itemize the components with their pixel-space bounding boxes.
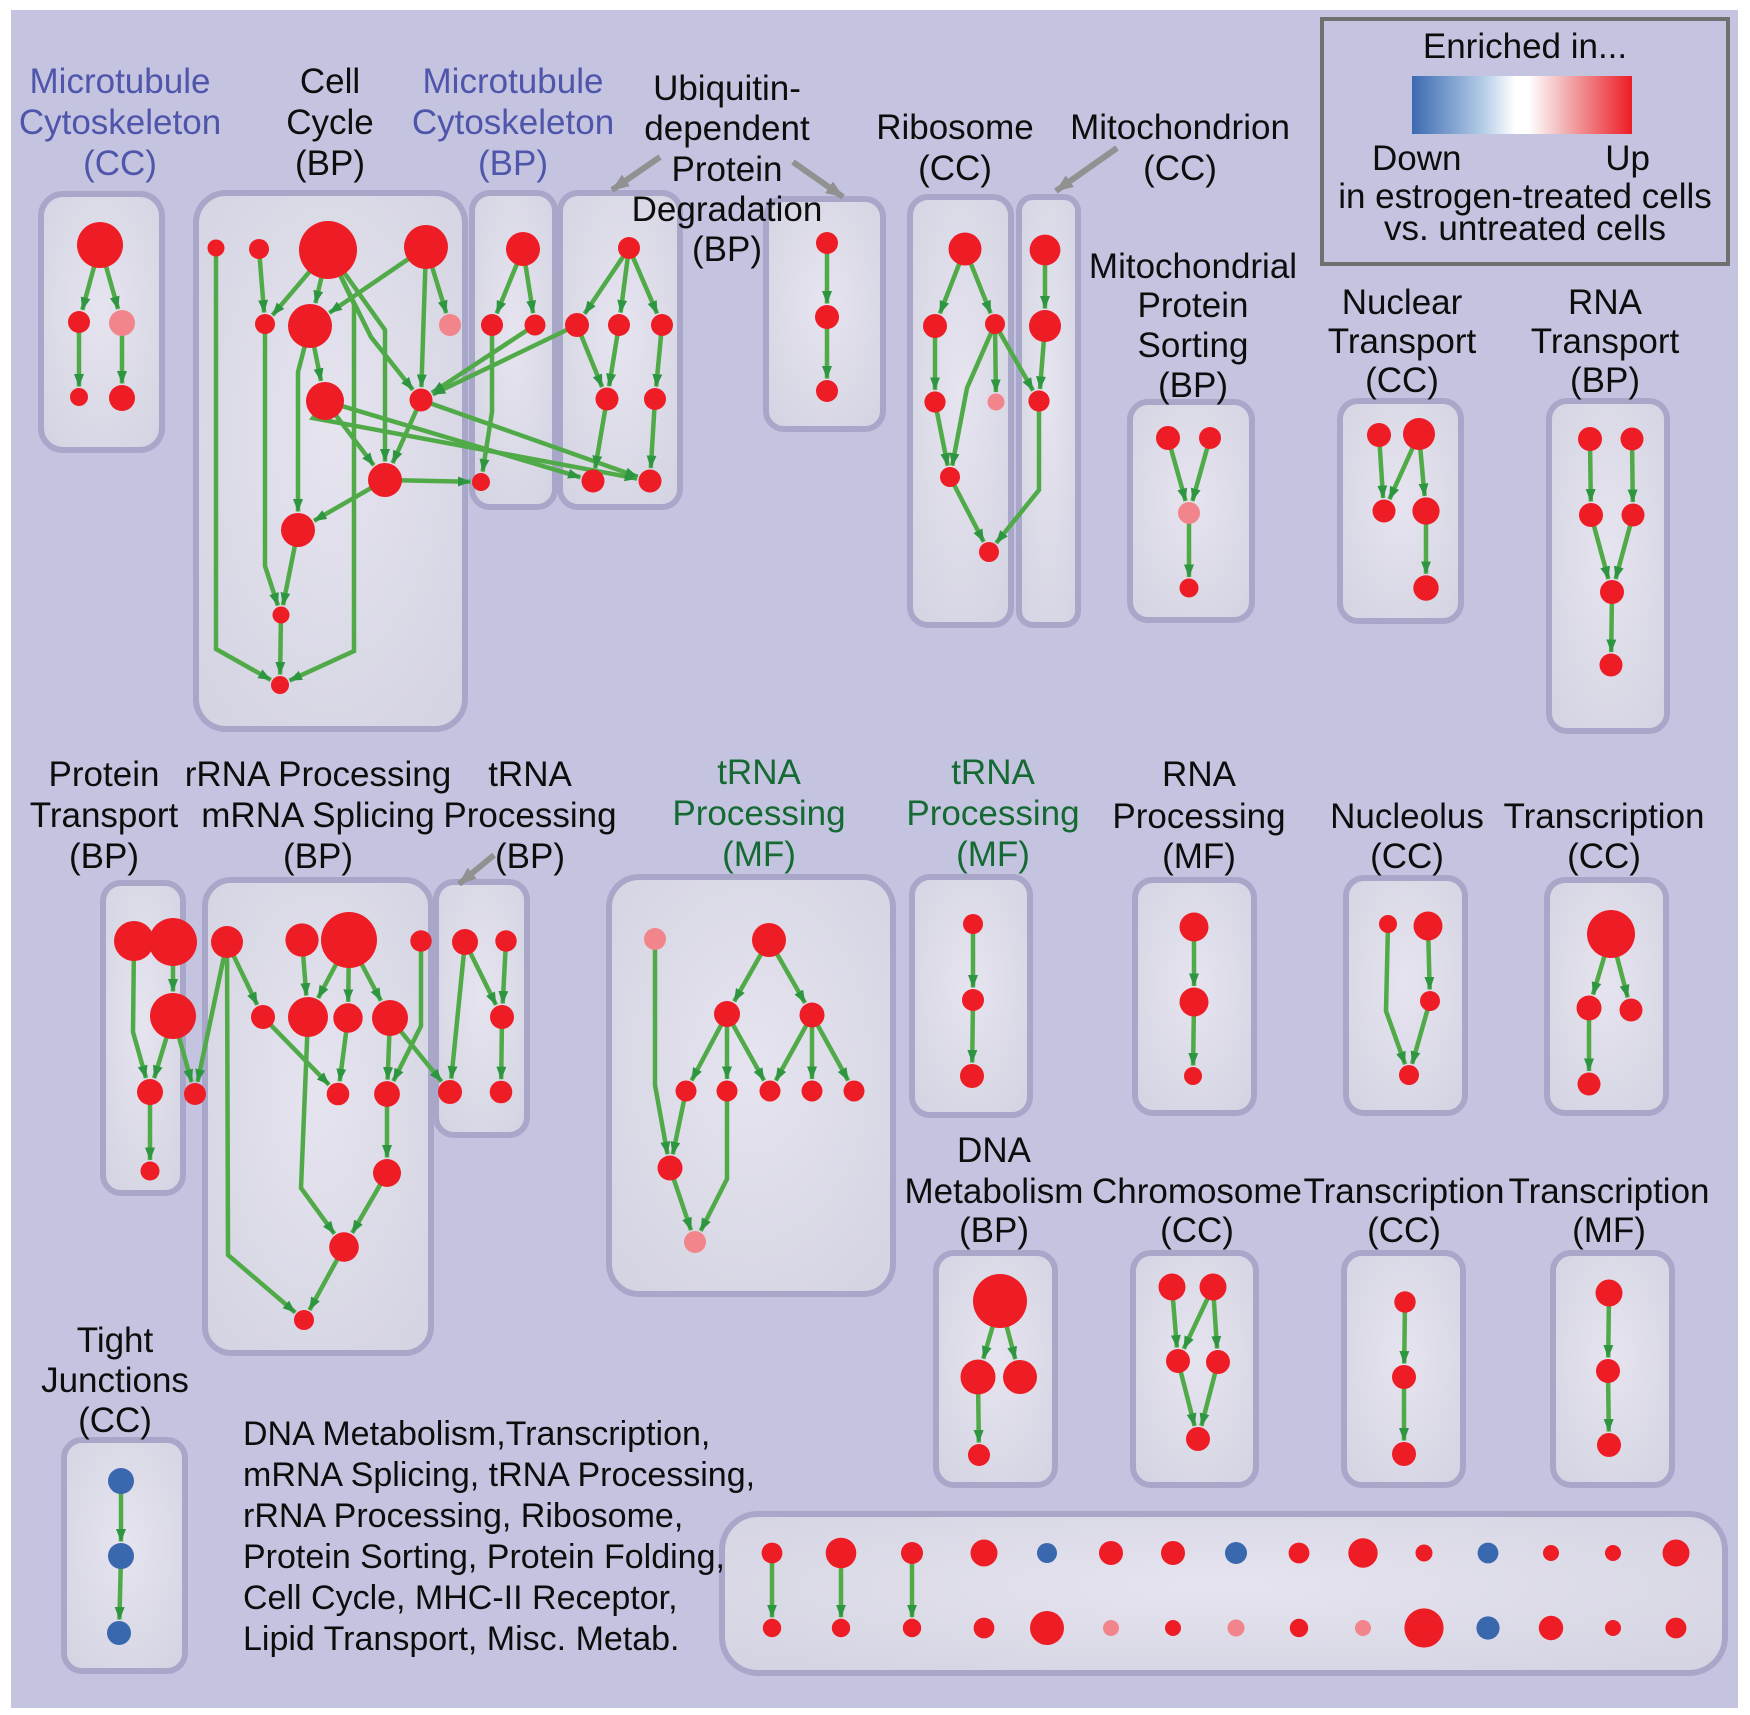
svg-text:(MF): (MF) bbox=[1572, 1211, 1646, 1250]
svg-text:Cycle: Cycle bbox=[286, 103, 374, 142]
svg-text:Cell Cycle, MHC-II Receptor,: Cell Cycle, MHC-II Receptor, bbox=[243, 1579, 678, 1617]
svg-text:Transcription: Transcription bbox=[1509, 1172, 1710, 1211]
svg-text:dependent: dependent bbox=[644, 109, 810, 148]
svg-text:Cytoskeleton: Cytoskeleton bbox=[19, 103, 221, 142]
svg-text:mRNA Splicing: mRNA Splicing bbox=[201, 796, 434, 835]
svg-text:(BP): (BP) bbox=[959, 1211, 1029, 1250]
svg-text:tRNA: tRNA bbox=[488, 755, 572, 794]
svg-text:Microtubule: Microtubule bbox=[30, 62, 211, 101]
svg-text:Protein: Protein bbox=[672, 150, 783, 189]
svg-text:RNA: RNA bbox=[1162, 755, 1237, 794]
svg-text:(CC): (CC) bbox=[1367, 1211, 1441, 1250]
svg-text:(BP): (BP) bbox=[69, 837, 139, 876]
svg-text:vs. untreated cells: vs. untreated cells bbox=[1384, 209, 1666, 248]
svg-text:(CC): (CC) bbox=[1143, 149, 1217, 188]
svg-text:Transcription: Transcription bbox=[1504, 797, 1705, 836]
svg-text:Lipid Transport, Misc. Metab.: Lipid Transport, Misc. Metab. bbox=[243, 1620, 680, 1658]
svg-text:Protein Sorting, Protein Foldi: Protein Sorting, Protein Folding, bbox=[243, 1538, 725, 1576]
svg-text:DNA: DNA bbox=[957, 1131, 1032, 1170]
svg-text:(MF): (MF) bbox=[956, 835, 1030, 874]
svg-text:(BP): (BP) bbox=[1570, 361, 1640, 400]
svg-text:Protein: Protein bbox=[1138, 286, 1249, 325]
svg-text:Transport: Transport bbox=[30, 796, 179, 835]
svg-text:(CC): (CC) bbox=[1567, 837, 1641, 876]
svg-text:Transcription: Transcription bbox=[1304, 1172, 1505, 1211]
svg-text:(MF): (MF) bbox=[722, 835, 796, 874]
svg-text:Degradation: Degradation bbox=[632, 190, 823, 229]
svg-text:Down: Down bbox=[1372, 139, 1461, 178]
svg-text:(CC): (CC) bbox=[83, 144, 157, 183]
svg-text:Processing: Processing bbox=[672, 794, 845, 833]
svg-text:(MF): (MF) bbox=[1162, 837, 1236, 876]
svg-text:in estrogen-treated cells: in estrogen-treated cells bbox=[1338, 177, 1712, 216]
svg-text:Up: Up bbox=[1605, 139, 1650, 178]
svg-text:Cell: Cell bbox=[300, 62, 360, 101]
svg-text:(BP): (BP) bbox=[478, 144, 548, 183]
svg-text:Processing: Processing bbox=[906, 794, 1079, 833]
svg-text:RNA: RNA bbox=[1568, 283, 1643, 322]
svg-text:Sorting: Sorting bbox=[1138, 326, 1249, 365]
svg-text:(CC): (CC) bbox=[1365, 361, 1439, 400]
svg-text:(BP): (BP) bbox=[1158, 366, 1228, 405]
svg-text:(CC): (CC) bbox=[918, 149, 992, 188]
svg-text:(BP): (BP) bbox=[295, 144, 365, 183]
svg-text:Tight: Tight bbox=[77, 1321, 154, 1360]
svg-text:Ubiquitin-: Ubiquitin- bbox=[653, 69, 801, 108]
svg-text:(BP): (BP) bbox=[692, 230, 762, 269]
svg-text:mRNA Splicing, tRNA Processing: mRNA Splicing, tRNA Processing, bbox=[243, 1456, 755, 1494]
svg-text:Processing: Processing bbox=[1112, 797, 1285, 836]
svg-text:tRNA: tRNA bbox=[717, 753, 801, 792]
svg-text:Chromosome: Chromosome bbox=[1092, 1172, 1302, 1211]
svg-text:(BP): (BP) bbox=[283, 837, 353, 876]
svg-text:DNA Metabolism,Transcription,: DNA Metabolism,Transcription, bbox=[243, 1415, 710, 1453]
svg-text:Protein: Protein bbox=[49, 755, 160, 794]
svg-text:rRNA Processing, Ribosome,: rRNA Processing, Ribosome, bbox=[243, 1497, 683, 1535]
svg-text:(BP): (BP) bbox=[495, 837, 565, 876]
svg-text:rRNA Processing: rRNA Processing bbox=[185, 755, 451, 794]
svg-text:(CC): (CC) bbox=[78, 1401, 152, 1440]
svg-text:Metabolism: Metabolism bbox=[905, 1172, 1084, 1211]
svg-text:(CC): (CC) bbox=[1370, 837, 1444, 876]
svg-text:(CC): (CC) bbox=[1160, 1211, 1234, 1250]
svg-text:Junctions: Junctions bbox=[41, 1361, 189, 1400]
svg-text:Mitochondrion: Mitochondrion bbox=[1070, 108, 1290, 147]
svg-text:Transport: Transport bbox=[1328, 322, 1477, 361]
svg-text:Ribosome: Ribosome bbox=[876, 108, 1034, 147]
svg-text:Nuclear: Nuclear bbox=[1342, 283, 1463, 322]
svg-text:tRNA: tRNA bbox=[951, 753, 1035, 792]
svg-text:Transport: Transport bbox=[1531, 322, 1680, 361]
svg-text:Enriched in...: Enriched in... bbox=[1423, 27, 1627, 66]
svg-text:Mitochondrial: Mitochondrial bbox=[1089, 247, 1297, 286]
svg-text:Nucleolus: Nucleolus bbox=[1330, 797, 1484, 836]
svg-text:Cytoskeleton: Cytoskeleton bbox=[412, 103, 614, 142]
svg-text:Microtubule: Microtubule bbox=[423, 62, 604, 101]
svg-text:Processing: Processing bbox=[443, 796, 616, 835]
